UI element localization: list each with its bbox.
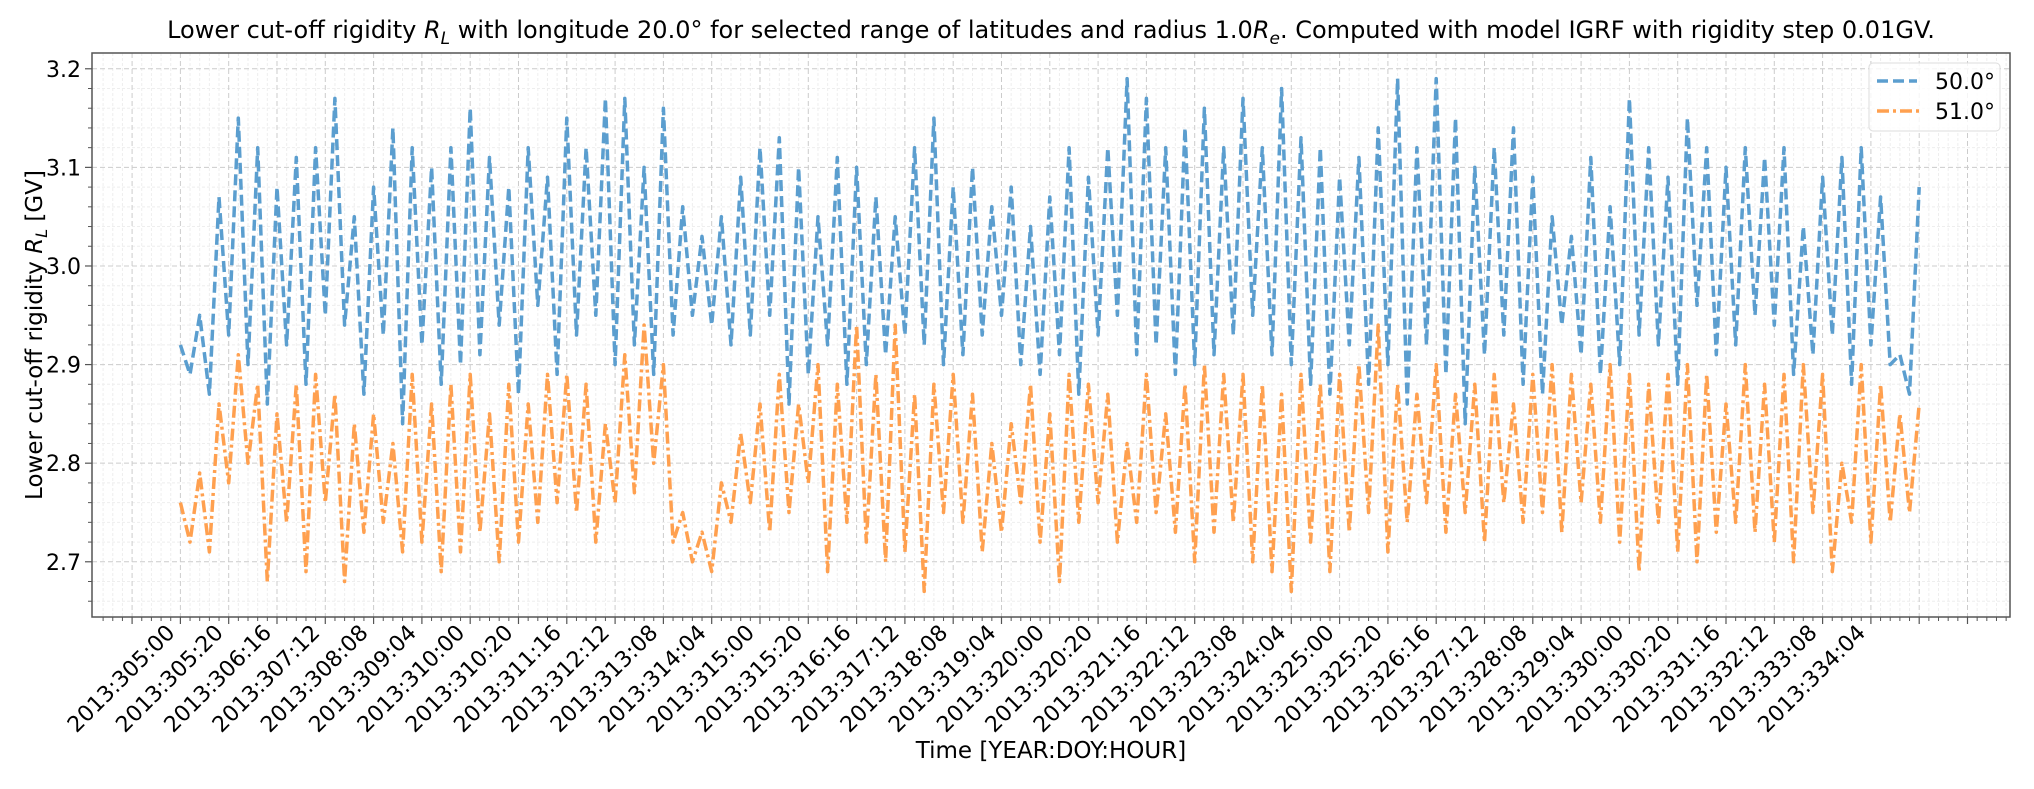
minor-grid [92,53,2010,617]
legend: 50.0° 51.0° [1868,62,2001,132]
y-axis: 2.7 2.8 2.9 3.0 3.1 3.2 [46,58,92,602]
major-grid [92,53,2010,617]
axes-frame [91,52,2011,618]
x-axis: 2013:305:002013:305:202013:306:162013:30… [63,617,2007,738]
y-axis-label: Lower cut-off rigidity RL [GV] [22,170,51,500]
plot-area [178,76,1921,594]
legend-label-51: 51.0° [1935,100,1995,125]
y-tick-label: 2.7 [46,551,81,576]
chart-title: Lower cut-off rigidity RL with longitude… [167,16,1935,49]
x-axis-label: Time [YEAR:DOY:HOUR] [915,738,1186,764]
series-line-500 [178,76,1921,426]
y-tick-label: 3.0 [46,255,81,280]
legend-label-50: 50.0° [1935,70,1995,95]
y-tick-label: 2.8 [46,452,81,477]
y-tick-label: 2.9 [46,354,81,379]
y-tick-label: 3.1 [46,156,81,181]
y-tick-label: 3.2 [46,58,81,83]
series-line-510 [178,323,1921,594]
